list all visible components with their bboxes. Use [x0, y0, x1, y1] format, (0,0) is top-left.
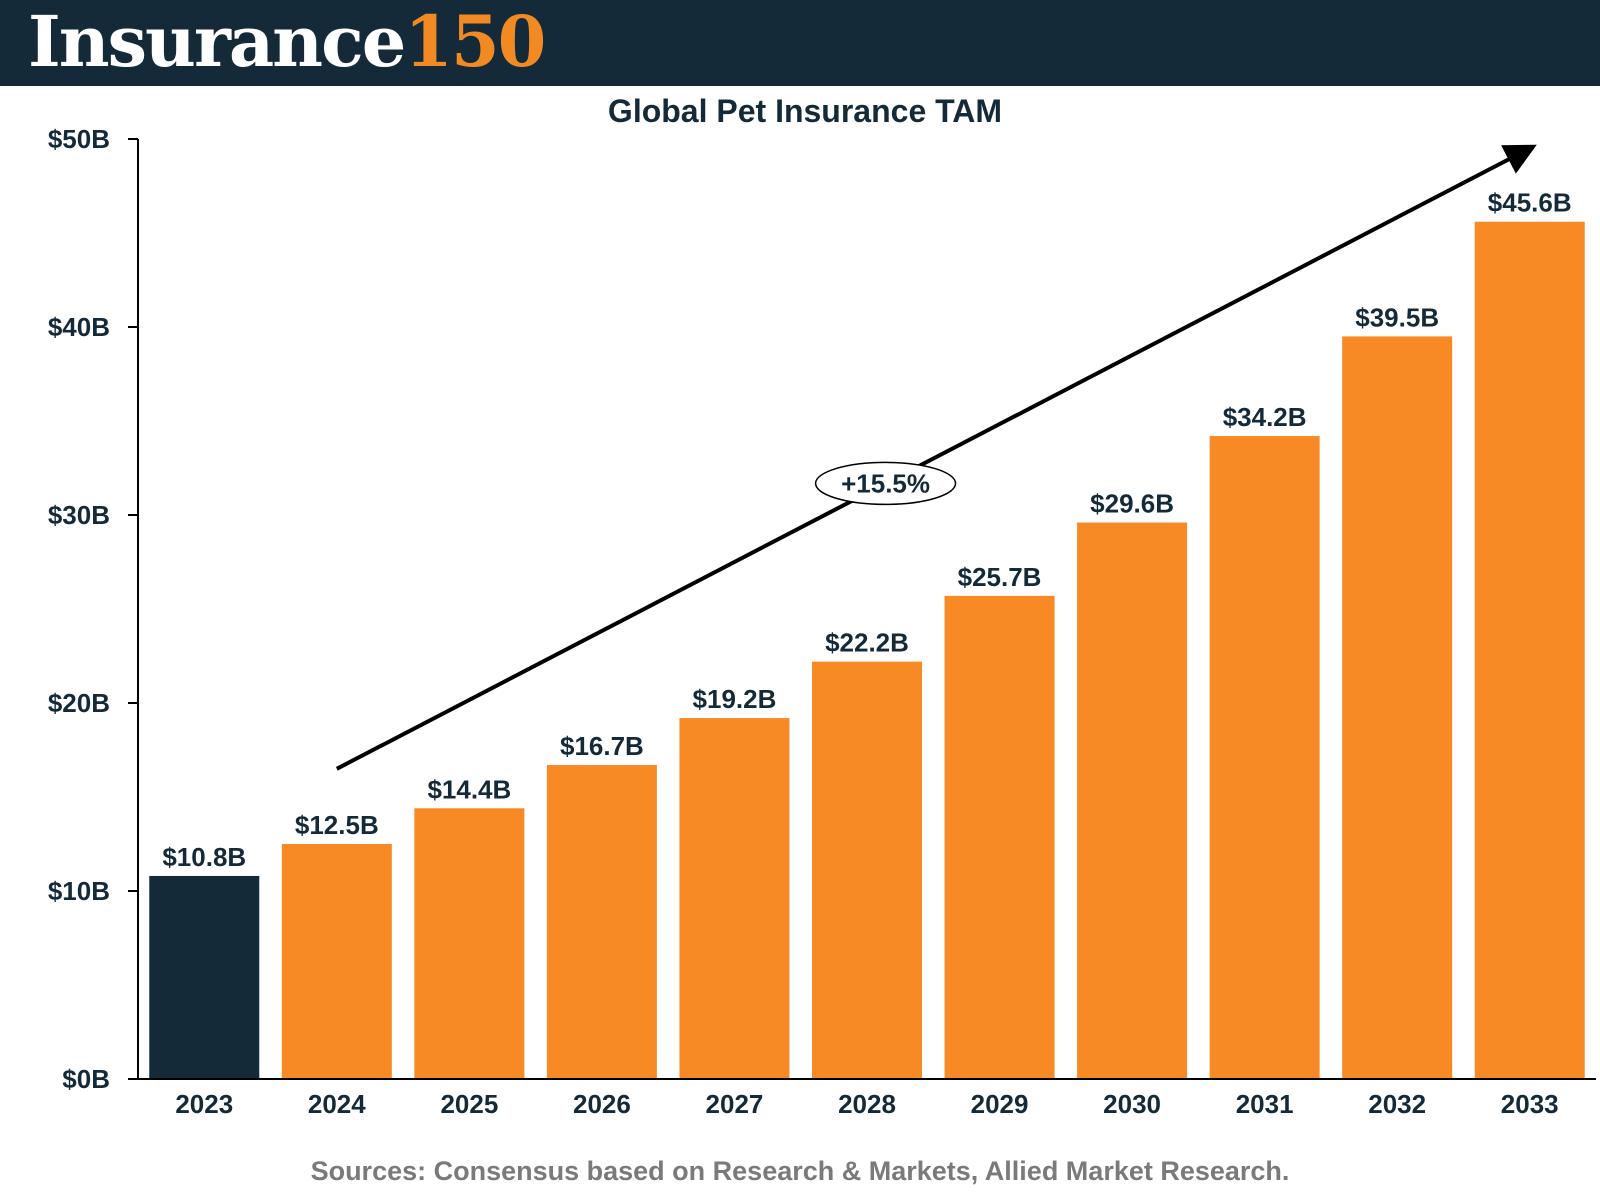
data-label-2027: $19.2B — [693, 684, 777, 714]
bar-2033 — [1474, 221, 1585, 1080]
bars: $10.8B $12.5B $14.4B $16.7B $19.2B $22.2B $25.… — [149, 188, 1585, 1080]
x-tick-label-2031: 2031 — [1236, 1089, 1294, 1119]
x-tick-label-2028: 2028 — [838, 1089, 896, 1119]
data-label-2024: $12.5B — [295, 810, 379, 840]
cagr-badge — [814, 461, 957, 506]
trend-arrow-line — [335, 144, 1537, 771]
x-tick-label-2030: 2030 — [1103, 1089, 1161, 1119]
bar-2032 — [1342, 336, 1453, 1079]
source-note: Sources: Consensus based on Research & M… — [310, 1156, 1290, 1186]
bar-2031 — [1209, 436, 1320, 1079]
cagr-label: +15.5% — [841, 468, 930, 498]
y-axis: $0B $10B $20B $30B $40B $50B — [48, 124, 139, 1094]
logo-number: 150 — [404, 0, 546, 83]
data-label-2029: $25.7B — [958, 562, 1042, 592]
bar-2023 — [149, 875, 260, 1079]
header-banner: Insurance150 — [0, 0, 1600, 86]
y-tick-label: $50B — [48, 124, 110, 154]
x-tick-label-2032: 2032 — [1368, 1089, 1426, 1119]
data-label-2030: $29.6B — [1090, 489, 1174, 519]
x-tick-label-2023: 2023 — [175, 1089, 233, 1119]
logo-word: Insurance — [28, 0, 406, 83]
x-axis: 2023 2024 2025 2026 2027 2028 2029 2030 2031 2032… — [138, 1078, 1596, 1119]
data-label-2023: $10.8B — [162, 842, 246, 872]
x-tick-label-2024: 2024 — [308, 1089, 366, 1119]
data-label-2028: $22.2B — [825, 628, 909, 658]
x-tick-label-2026: 2026 — [573, 1089, 631, 1119]
bar-2026 — [546, 765, 657, 1079]
y-tick-label: $20B — [48, 688, 110, 718]
x-tick-label-2027: 2027 — [706, 1089, 764, 1119]
bar-2024 — [281, 844, 392, 1079]
bar-2030 — [1077, 522, 1188, 1079]
chart-title: Global Pet Insurance TAM — [608, 93, 1002, 129]
y-tick-label: $10B — [48, 876, 110, 906]
bar-chart: Global Pet Insurance TAM $0B $10B $20B $30B… — [48, 93, 1596, 1119]
x-tick-label-2033: 2033 — [1501, 1089, 1559, 1119]
y-tick-label: $30B — [48, 500, 110, 530]
y-tick-label: $0B — [62, 1064, 110, 1094]
bar-2027 — [679, 718, 790, 1079]
y-tick-label: $40B — [48, 312, 110, 342]
bar-2028 — [811, 661, 923, 1079]
data-label-2031: $34.2B — [1223, 402, 1307, 432]
bar-2029 — [944, 595, 1055, 1079]
insurance150-logo: Insurance150 — [28, 0, 546, 83]
data-label-2026: $16.7B — [560, 731, 644, 761]
growth-trend-arrow: +15.5% — [335, 144, 1537, 771]
bar-2025 — [414, 808, 525, 1079]
data-label-2032: $39.5B — [1355, 302, 1439, 332]
x-tick-label-2029: 2029 — [971, 1089, 1029, 1119]
data-label-2025: $14.4B — [427, 774, 511, 804]
data-label-2033: $45.6B — [1488, 188, 1572, 218]
x-tick-label-2025: 2025 — [440, 1089, 498, 1119]
